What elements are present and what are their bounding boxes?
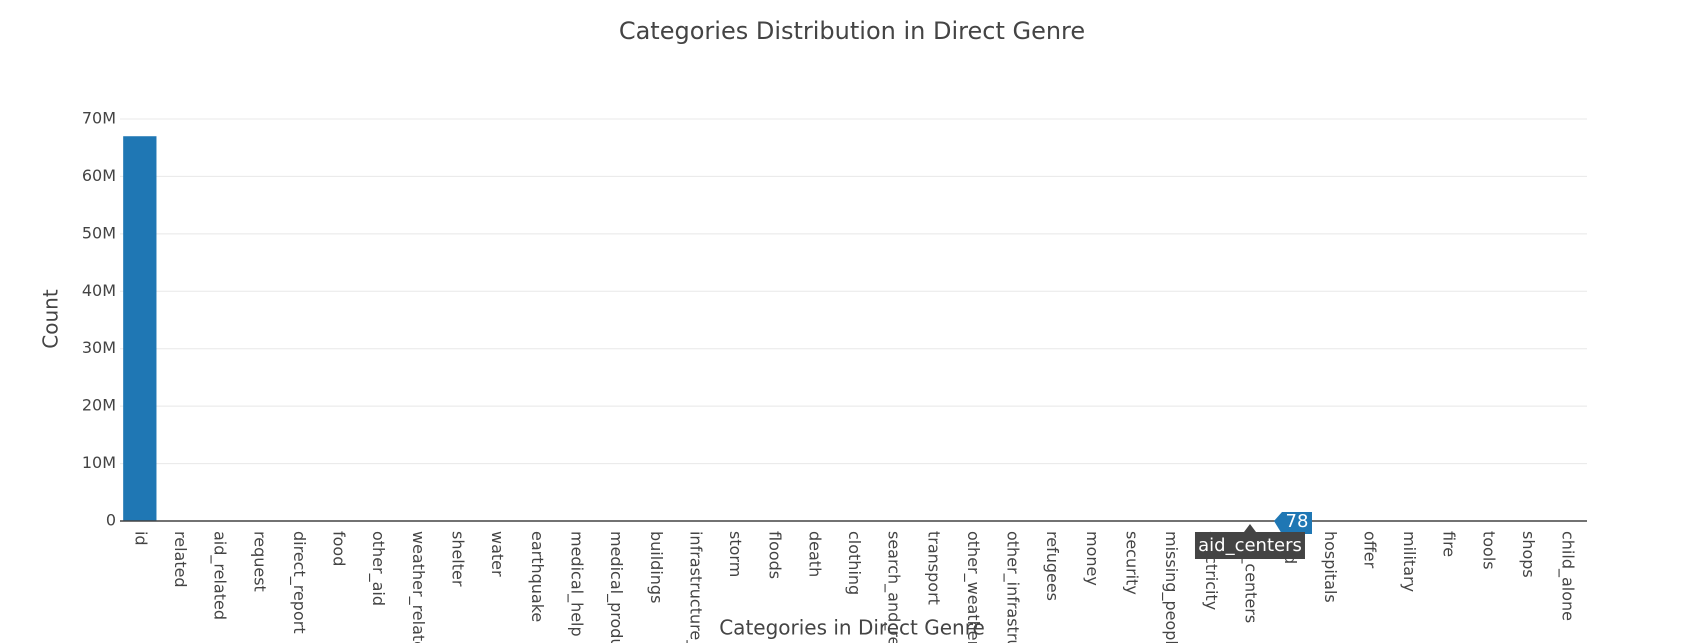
hover-value-box — [1273, 511, 1312, 534]
x-tick-label: money — [1083, 531, 1102, 586]
x-tick-label: medical_help — [566, 531, 586, 637]
x-tick-label: request — [250, 531, 269, 592]
x-tick-label: search_and_rescue — [884, 531, 904, 643]
x-tick-label: earthquake — [528, 531, 547, 622]
x-tick-label: shops — [1519, 531, 1538, 578]
x-tick-label: other_infrastructure — [1003, 531, 1023, 643]
bar — [123, 136, 157, 521]
y-tick-label: 70M — [82, 109, 116, 128]
x-tick-label: other_weather — [963, 531, 983, 643]
x-tick-label: offer — [1360, 531, 1379, 569]
x-tick-label: clothing — [845, 531, 864, 595]
x-tick-label: food — [330, 531, 349, 566]
x-tick-label: id — [131, 531, 150, 546]
x-tick-label: security — [1123, 531, 1142, 595]
y-axis-title: Count — [39, 289, 63, 349]
x-tick-label: storm — [726, 531, 745, 577]
y-tick-label: 0 — [106, 511, 116, 530]
x-tick-label: death — [805, 531, 824, 577]
chart-title: Categories Distribution in Direct Genre — [619, 17, 1085, 45]
x-tick-label: missing_people — [1161, 531, 1181, 643]
y-tick-label: 40M — [82, 281, 116, 300]
x-tick-label: floods — [766, 531, 785, 579]
x-tick-label: buildings — [647, 531, 666, 603]
x-tick-label: tools — [1479, 531, 1498, 570]
y-tick-label: 60M — [82, 166, 116, 185]
y-tick-label: 20M — [82, 396, 116, 415]
y-tick-label: 30M — [82, 338, 116, 357]
y-tick-label: 10M — [82, 453, 116, 472]
x-tick-label: medical_products — [606, 531, 626, 643]
grid — [120, 118, 1587, 522]
x-tick-label: other_aid — [368, 531, 388, 606]
x-tick-label: infrastructure_related — [685, 531, 705, 643]
hover-category-box — [1194, 523, 1305, 559]
hover-category: aid_centers — [1198, 535, 1302, 556]
y-tick-label: 50M — [82, 223, 116, 242]
x-tick-label: hospitals — [1321, 531, 1340, 603]
x-tick-label: transport — [924, 531, 943, 605]
x-tick-label: aid_related — [210, 531, 230, 620]
x-tick-label: fire — [1440, 531, 1459, 557]
x-tick-label: related — [171, 531, 190, 588]
x-tick-label: military — [1400, 531, 1419, 592]
x-tick-label: shelter — [449, 531, 468, 587]
x-tick-label: child_alone — [1558, 531, 1578, 621]
x-tick-label: water — [488, 531, 507, 577]
x-tick-label: direct_report — [289, 531, 309, 634]
hover-value: 78 — [1286, 511, 1309, 532]
x-tick-label: weather_related — [408, 531, 428, 643]
x-axis-title: Categories in Direct Genre — [719, 616, 985, 640]
x-tick-label: refugees — [1043, 531, 1062, 601]
